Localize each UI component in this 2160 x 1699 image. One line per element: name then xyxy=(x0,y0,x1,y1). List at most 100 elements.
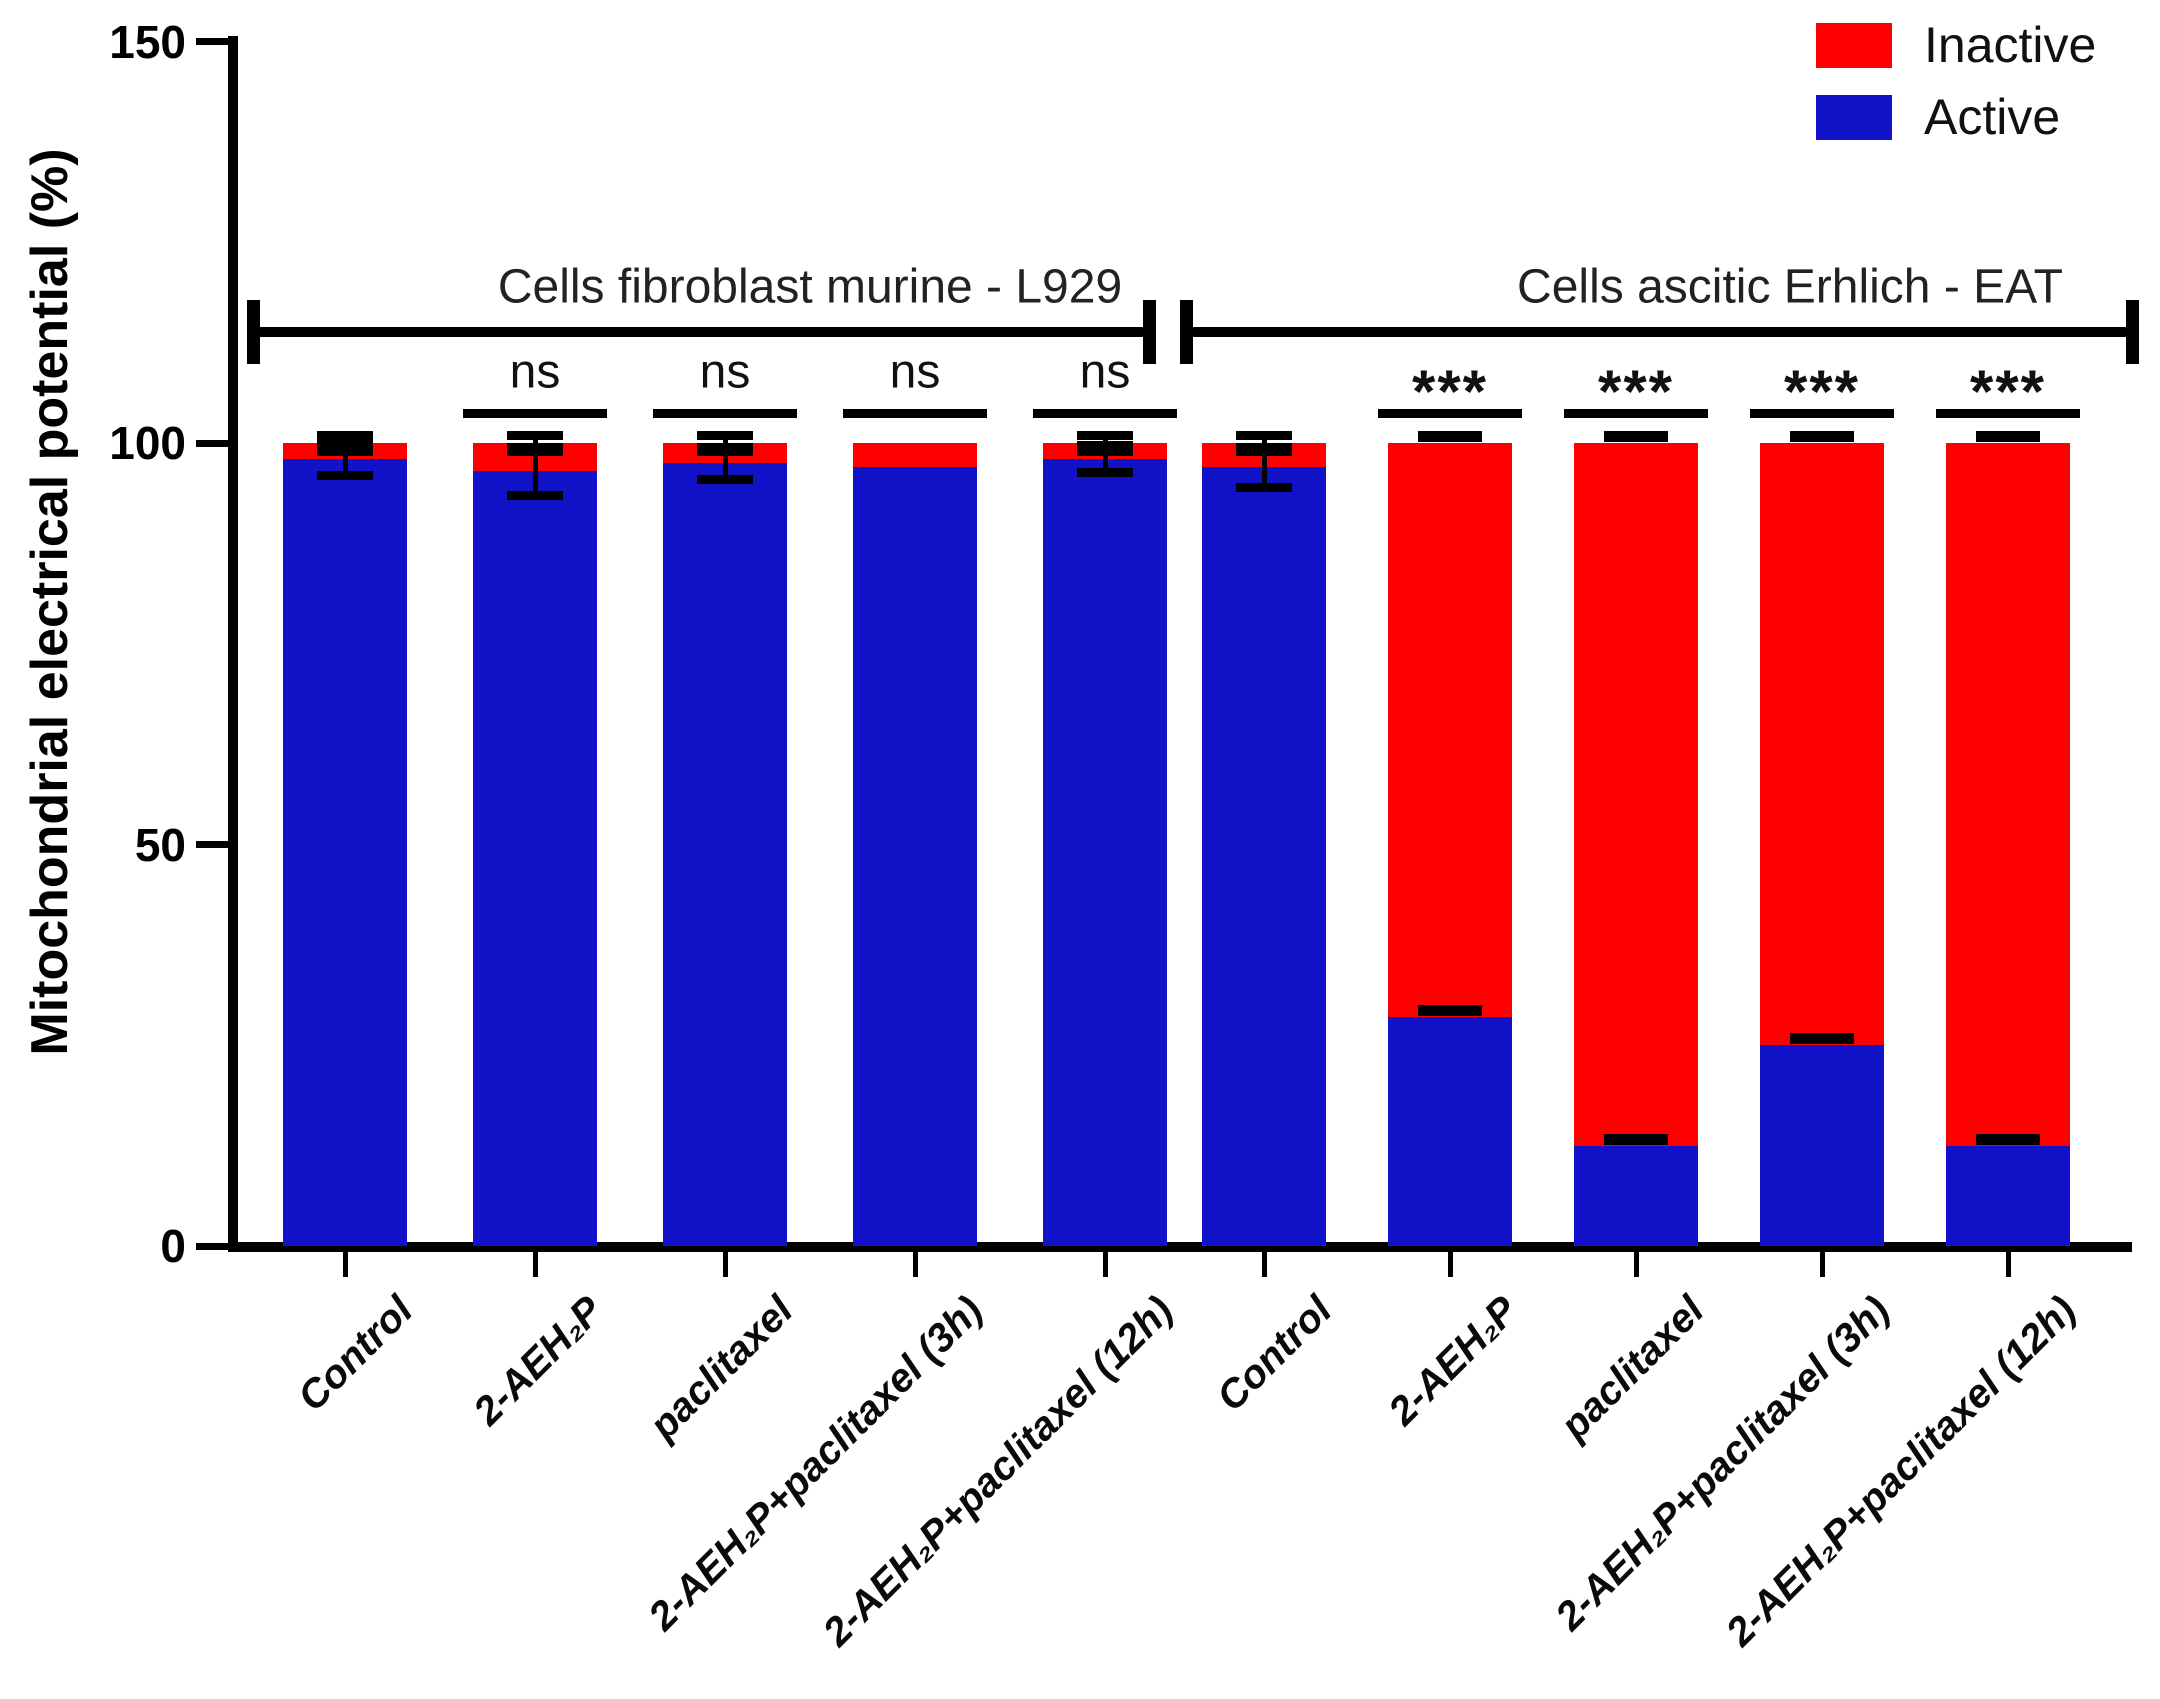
bar-segment-active xyxy=(1574,1145,1698,1246)
error-bar-cap-bottom xyxy=(507,490,563,500)
error-bar-cap-bottom xyxy=(1077,446,1133,456)
x-category-label: paclitaxel xyxy=(641,1288,802,1449)
error-bar-line xyxy=(1261,447,1267,488)
x-tick xyxy=(912,1247,918,1277)
x-tick xyxy=(1447,1247,1453,1277)
bar-segment-active xyxy=(283,459,407,1246)
bar-segment-active xyxy=(1388,1017,1512,1246)
legend-swatch-active xyxy=(1816,94,1892,140)
error-bar-line xyxy=(342,443,348,476)
significance-line xyxy=(1378,409,1522,418)
error-bar-cap-active xyxy=(1604,1133,1668,1145)
group-bracket-cap-right xyxy=(2126,300,2139,364)
bar-segment-active xyxy=(1946,1145,2070,1246)
x-tick xyxy=(1261,1247,1267,1277)
group-bracket-cap-left xyxy=(247,300,260,364)
group-bracket-line xyxy=(253,327,1150,337)
x-axis-line xyxy=(228,1242,2132,1252)
error-bar-line xyxy=(1102,445,1108,473)
x-category-label: 2-AEH₂P+paclitaxel (3h) xyxy=(1547,1288,1899,1639)
significance-line xyxy=(1564,409,1708,418)
error-bar-cap-active xyxy=(1418,1005,1482,1017)
error-bar-cap-bottom xyxy=(317,446,373,456)
x-category-label: 2-AEH₂P xyxy=(465,1288,612,1434)
error-bar-cap-bottom xyxy=(697,474,753,484)
legend-label-inactive: Inactive xyxy=(1924,17,2097,73)
y-tick-label-50: 50 xyxy=(134,818,186,871)
error-bar-cap-top xyxy=(697,430,753,440)
x-category-label: Control xyxy=(1208,1288,1341,1420)
significance-line xyxy=(463,409,607,418)
y-tick-0 xyxy=(196,1242,232,1250)
x-category-label: 2-AEH₂P xyxy=(1380,1288,1527,1434)
bar-segment-active xyxy=(853,467,977,1246)
x-category-label: 2-AEH₂P+paclitaxel (3h) xyxy=(640,1288,992,1639)
error-bar-cap-total xyxy=(1790,431,1854,443)
bar-segment-inactive xyxy=(1946,443,2070,1146)
x-tick xyxy=(1633,1247,1639,1277)
group-bracket-cap-right xyxy=(1143,300,1156,364)
error-bar-line xyxy=(532,447,538,496)
y-tick-label-100: 100 xyxy=(109,417,186,470)
x-category-label: 2-AEH₂P+paclitaxel (12h) xyxy=(1717,1288,2085,1655)
y-tick-label-150: 150 xyxy=(109,15,186,68)
group-label: Cells ascitic Erhlich - EAT xyxy=(1517,260,2063,314)
significance-line xyxy=(1750,409,1894,418)
error-bar-cap-active xyxy=(1976,1133,2040,1145)
error-bar-cap-bottom xyxy=(317,470,373,480)
bar-segment-inactive xyxy=(1574,443,1698,1146)
significance-ns: ns xyxy=(889,345,941,399)
error-bar-cap-bottom xyxy=(507,446,563,456)
y-tick-150 xyxy=(196,38,232,46)
legend-label-active: Active xyxy=(1924,89,2061,145)
significance-line xyxy=(843,409,987,418)
error-bar-line xyxy=(1261,435,1267,452)
y-tick-100 xyxy=(196,439,232,447)
significance-ns: ns xyxy=(1079,345,1131,399)
x-category-label: Control xyxy=(289,1288,422,1420)
error-bar-cap-total xyxy=(1976,431,2040,443)
x-tick xyxy=(532,1247,538,1277)
error-bar-cap-top xyxy=(507,430,563,440)
error-bar-cap-bottom xyxy=(1077,468,1133,478)
bar-segment-inactive xyxy=(853,443,977,468)
error-bar-line xyxy=(342,435,348,452)
y-tick-label-0: 0 xyxy=(160,1220,186,1272)
x-tick xyxy=(722,1247,728,1277)
bar-segment-active xyxy=(1043,459,1167,1246)
y-tick-50 xyxy=(196,841,232,849)
significance-ns: ns xyxy=(509,345,561,399)
significance-stars: *** xyxy=(1411,358,1489,426)
bar-segment-active xyxy=(473,471,597,1246)
x-category-label: 2-AEH₂P+paclitaxel (12h) xyxy=(814,1288,1182,1655)
error-bar-cap-bottom xyxy=(697,446,753,456)
x-tick xyxy=(342,1247,348,1277)
x-category-label: paclitaxel xyxy=(1552,1288,1713,1449)
error-bar-cap-bottom xyxy=(1236,482,1292,492)
error-bar-line xyxy=(532,435,538,452)
bar-segment-active xyxy=(1202,467,1326,1246)
error-bar-cap-bottom xyxy=(1236,446,1292,456)
legend-item-inactive: Inactive xyxy=(1816,17,2097,73)
error-bar-line xyxy=(722,447,728,480)
legend-swatch-inactive xyxy=(1816,22,1892,68)
y-axis-line xyxy=(228,36,238,1252)
error-bar-cap-total xyxy=(1418,431,1482,443)
significance-stars: *** xyxy=(1597,358,1675,426)
error-bar-cap-top xyxy=(1236,430,1292,440)
significance-line xyxy=(1936,409,2080,418)
bar-segment-active xyxy=(1760,1045,1884,1246)
error-bar-cap-top xyxy=(317,430,373,440)
group-label: Cells fibroblast murine - L929 xyxy=(497,260,1123,314)
significance-stars: *** xyxy=(1783,358,1861,426)
legend-item-active: Active xyxy=(1816,89,2061,145)
x-tick xyxy=(2005,1247,2011,1277)
error-bar-line xyxy=(722,435,728,452)
x-tick xyxy=(1819,1247,1825,1277)
group-bracket-line xyxy=(1186,327,2133,337)
error-bar-cap-top xyxy=(1077,430,1133,440)
bar-segment-inactive xyxy=(1388,443,1512,1018)
error-bar-cap-total xyxy=(1604,431,1668,443)
